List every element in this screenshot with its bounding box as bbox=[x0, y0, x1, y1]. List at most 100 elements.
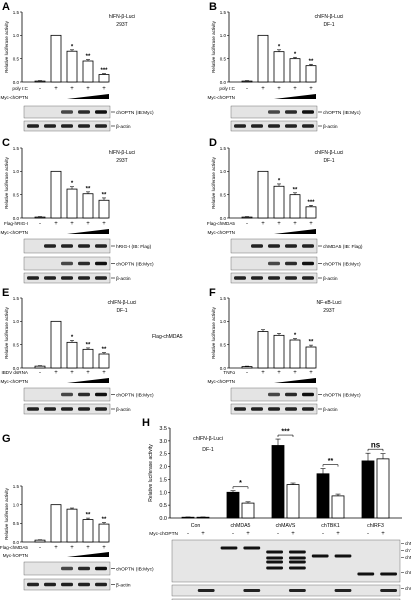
cell-label: 293T bbox=[323, 308, 334, 314]
cell-label: DF-1 bbox=[116, 308, 127, 314]
significance-mark: ** bbox=[309, 340, 314, 346]
bar bbox=[286, 484, 300, 519]
y-tick-label: 1.0 bbox=[13, 33, 20, 38]
blot-band bbox=[220, 546, 238, 550]
significance-mark: ** bbox=[102, 192, 107, 198]
blot-label: chOPTN (IB:Myc) bbox=[116, 261, 154, 267]
blot-label: β-actin bbox=[116, 124, 131, 130]
y-tick-label: 0.0 bbox=[13, 366, 20, 371]
blot-band bbox=[95, 124, 107, 128]
blot-label: β-actin bbox=[323, 407, 338, 413]
reporter-label: chIFN-β-Luci bbox=[193, 436, 223, 442]
significance-mark: ** bbox=[102, 517, 107, 523]
y-tick-label: 0.0 bbox=[220, 80, 227, 85]
blot-band bbox=[95, 407, 107, 411]
bar bbox=[82, 193, 94, 219]
treatment-mark: + bbox=[70, 86, 74, 92]
bar bbox=[50, 320, 62, 369]
blot-band bbox=[61, 276, 73, 280]
blot-band bbox=[95, 261, 107, 266]
reporter-label: NF-κB-Luci bbox=[316, 300, 341, 306]
y-tick-label: 0.0 bbox=[220, 366, 227, 371]
y-tick-label: 3.5 bbox=[159, 426, 167, 432]
treatment-mark: + bbox=[293, 221, 297, 227]
blot-band bbox=[95, 566, 107, 571]
cell-label: DF-1 bbox=[323, 158, 334, 164]
panel-b: B 1.5 1.0 0.5 0.0 Relative luciferase activit… bbox=[207, 1, 361, 132]
blot-band bbox=[197, 589, 215, 592]
bar bbox=[305, 65, 317, 83]
treatment-mark: + bbox=[261, 221, 265, 227]
blot-band bbox=[289, 566, 306, 570]
blot-band bbox=[302, 407, 314, 411]
reporter-label: chIFN-β-Luci bbox=[108, 300, 137, 306]
treatment-mark: - bbox=[39, 221, 41, 227]
blot-band bbox=[266, 566, 283, 570]
panel-letter: H bbox=[142, 417, 150, 429]
blot-band bbox=[78, 566, 90, 571]
blot-label: β-actin bbox=[116, 407, 131, 413]
bar bbox=[289, 194, 301, 219]
blot-band bbox=[266, 556, 283, 560]
blot-band bbox=[243, 589, 261, 592]
treatment-mark: - bbox=[246, 370, 248, 376]
treatment-mark: + bbox=[54, 545, 58, 551]
blot-label: chOPTN (IB:Myc) bbox=[405, 586, 411, 591]
y-tick-label: 0.5 bbox=[220, 56, 227, 61]
blot-band bbox=[251, 407, 263, 411]
blot-band bbox=[268, 407, 280, 411]
treatment-label: Myc-chOPTN bbox=[207, 379, 235, 384]
bar bbox=[66, 341, 78, 369]
significance-mark: ** bbox=[86, 342, 91, 348]
bar bbox=[271, 445, 285, 519]
bar bbox=[289, 339, 301, 369]
reporter-label: chIFN-β-Luci bbox=[315, 150, 344, 156]
blot-band bbox=[78, 124, 90, 128]
blot-band bbox=[95, 110, 107, 114]
bar bbox=[98, 523, 110, 543]
panel-letter: B bbox=[209, 1, 217, 13]
bar bbox=[34, 216, 46, 219]
blot-label: β-actin bbox=[323, 276, 338, 282]
blot-label: chOPTN (IB:Myc) bbox=[116, 566, 154, 572]
blot-band bbox=[302, 261, 314, 266]
bar bbox=[50, 504, 62, 543]
treatment-label: Myc-chOPTN bbox=[207, 95, 235, 100]
blot-band bbox=[311, 554, 329, 558]
bar bbox=[98, 199, 110, 219]
blot-label: chMAVS (IB:Flag) bbox=[405, 555, 411, 560]
treatment-label: Myc-chOPTN bbox=[0, 95, 28, 100]
significance-mark: ** bbox=[86, 186, 91, 192]
y-tick-label: 3.0 bbox=[159, 439, 167, 445]
treatment-label: Myc-chOPTN bbox=[149, 531, 178, 537]
y-tick-label: 0.0 bbox=[13, 216, 20, 221]
bar bbox=[361, 460, 375, 519]
treatment-label: poly I:C bbox=[12, 86, 28, 91]
treatment-label: IBDV dsRNA bbox=[1, 370, 28, 375]
blot-band bbox=[78, 392, 90, 397]
blot-band bbox=[251, 244, 263, 248]
panel-letter: F bbox=[209, 287, 216, 299]
cell-label: 293T bbox=[116, 158, 127, 164]
treatment-mark: + bbox=[54, 86, 58, 92]
y-tick-label: 1.0 bbox=[220, 169, 227, 174]
bar bbox=[273, 334, 285, 369]
bar bbox=[305, 206, 317, 219]
y-axis-label: Relative luciferase activity bbox=[148, 444, 154, 502]
treatment-mark: + bbox=[381, 531, 385, 537]
blot-band bbox=[44, 276, 56, 280]
blot-band bbox=[289, 589, 306, 592]
panel-f: F 1.5 1.0 0.5 0.0 Relative luciferase activit… bbox=[207, 287, 361, 415]
blot-band bbox=[302, 124, 314, 128]
bar bbox=[257, 34, 269, 83]
blot-band bbox=[61, 407, 73, 411]
significance-mark: ns bbox=[371, 441, 381, 450]
panel-e: E 1.5 1.0 0.5 0.0 Relative luciferase activit… bbox=[0, 287, 183, 415]
blot-band bbox=[266, 560, 283, 564]
blot-band bbox=[78, 407, 90, 411]
blot-band bbox=[95, 276, 107, 280]
reporter-label: chIFN-β-Luci bbox=[315, 14, 344, 20]
y-tick-label: 0.5 bbox=[220, 192, 227, 197]
y-tick-label: 1.5 bbox=[159, 477, 167, 483]
blot-band bbox=[285, 407, 297, 411]
